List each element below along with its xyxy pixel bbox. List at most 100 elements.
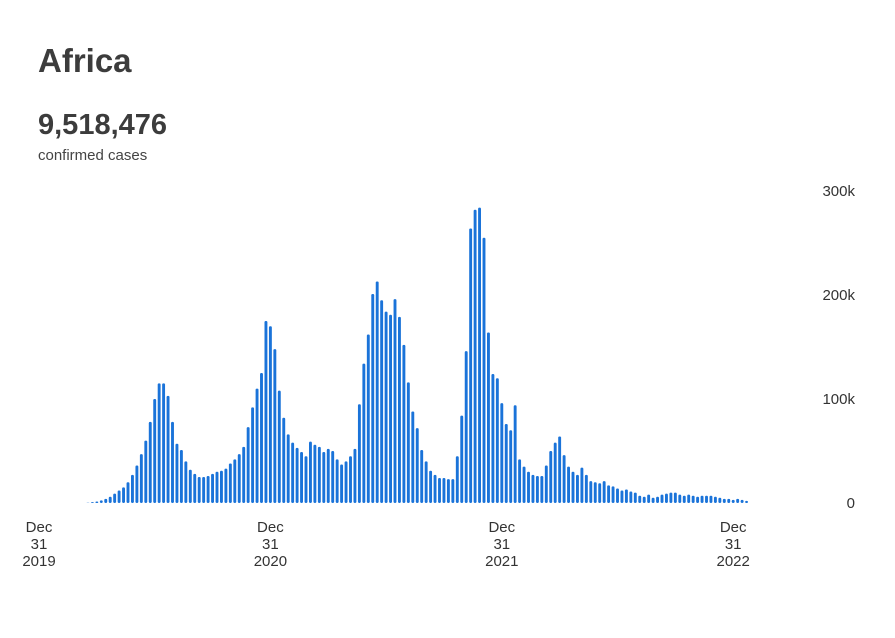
- bar: [647, 494, 651, 503]
- bar: [304, 456, 308, 503]
- bar: [246, 427, 250, 503]
- bar: [251, 407, 255, 503]
- bar: [157, 383, 161, 503]
- bar: [309, 441, 312, 503]
- bar: [718, 497, 722, 503]
- bar: [629, 491, 633, 503]
- bar: [286, 434, 290, 503]
- bar: [139, 454, 143, 503]
- bar: [295, 447, 299, 503]
- y-tick-label: 100k: [822, 391, 855, 408]
- bar: [638, 495, 642, 503]
- bar: [616, 488, 619, 503]
- bar: [589, 481, 593, 503]
- bar: [202, 477, 206, 503]
- bar: [598, 483, 602, 503]
- bar: [153, 399, 157, 503]
- bar: [700, 495, 704, 503]
- bar: [442, 478, 446, 503]
- bar: [687, 494, 691, 503]
- bar: [322, 452, 326, 503]
- bar: [228, 463, 232, 503]
- bar: [255, 388, 259, 503]
- x-tick-label: Dec 31 2019: [22, 519, 55, 570]
- bar: [171, 421, 174, 503]
- bar: [509, 430, 513, 503]
- bar: [584, 474, 588, 503]
- bar: [420, 449, 424, 503]
- bar: [665, 493, 668, 503]
- bar: [593, 482, 597, 503]
- bar: [487, 332, 490, 503]
- bar: [727, 498, 731, 503]
- bar: [282, 417, 286, 503]
- bar: [366, 334, 370, 503]
- bar: [607, 485, 611, 503]
- bar: [740, 499, 744, 503]
- bar: [620, 490, 624, 503]
- bar: [669, 492, 673, 503]
- bar: [122, 487, 125, 503]
- bar: [331, 451, 335, 503]
- bar: [571, 471, 575, 503]
- bar: [135, 465, 139, 503]
- bar: [673, 492, 677, 503]
- bar: [709, 495, 713, 503]
- bar: [500, 403, 504, 503]
- bar: [580, 467, 584, 503]
- bar: [504, 423, 508, 503]
- bar: [406, 382, 410, 503]
- bar: [544, 465, 548, 503]
- bar: [375, 281, 379, 503]
- bar: [277, 390, 281, 503]
- bar: [567, 466, 570, 503]
- bar: [402, 344, 406, 503]
- bar: [651, 497, 655, 503]
- bar: [713, 496, 717, 503]
- bar: [611, 486, 615, 503]
- bar: [215, 471, 219, 503]
- bar: [184, 461, 188, 503]
- bar: [113, 493, 117, 503]
- bar: [518, 459, 522, 503]
- bar: [745, 500, 748, 503]
- bar: [455, 456, 459, 503]
- bar: [393, 299, 397, 503]
- bar: [429, 470, 433, 503]
- bar: [642, 496, 646, 503]
- bar: [446, 479, 450, 503]
- bar: [268, 326, 272, 503]
- bar: [491, 374, 495, 503]
- bar: [242, 446, 246, 503]
- bar: [117, 490, 121, 503]
- bar: [224, 468, 228, 503]
- bar: [162, 383, 166, 503]
- bar: [415, 428, 419, 503]
- bar: [482, 237, 486, 504]
- bar: [705, 495, 708, 503]
- bar: [691, 495, 695, 503]
- bar: [535, 475, 539, 503]
- page-title: Africa: [38, 42, 132, 79]
- bar: [90, 502, 94, 503]
- bar: [678, 494, 682, 503]
- x-tick-label: Dec 31 2021: [485, 519, 518, 570]
- bar: [731, 499, 735, 503]
- bar: [540, 475, 544, 503]
- bar: [362, 363, 366, 503]
- bar: [104, 498, 108, 503]
- bar: [197, 477, 201, 503]
- bar: [576, 474, 579, 503]
- bar: [495, 378, 499, 503]
- bar: [220, 470, 223, 503]
- bar: [206, 475, 210, 503]
- bar: [602, 481, 606, 503]
- bar: [300, 452, 303, 503]
- bar: [264, 321, 268, 503]
- bar: [179, 449, 183, 503]
- bar: [357, 404, 361, 503]
- x-tick-label: Dec 31 2022: [717, 519, 750, 570]
- bar: [188, 469, 192, 503]
- bar: [193, 473, 197, 503]
